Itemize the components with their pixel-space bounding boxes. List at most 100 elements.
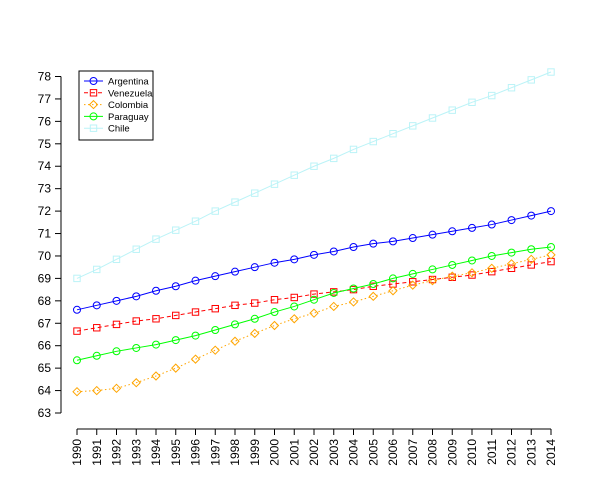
y-tick-label: 66: [38, 339, 52, 353]
data-point-colombia: [329, 301, 339, 312]
x-tick-label: 2002: [307, 439, 321, 466]
data-point-chile: [527, 76, 535, 84]
y-tick-label: 78: [38, 70, 52, 84]
x-tick-label: 2010: [465, 439, 479, 466]
series-paraguay: [73, 242, 555, 365]
data-point-paraguay: [507, 248, 516, 257]
x-tick-label: 2007: [406, 439, 420, 466]
legend-marker-argentina: [89, 77, 98, 85]
data-point-paraguay: [547, 242, 555, 251]
data-point-paraguay: [310, 295, 318, 304]
data-point-argentina: [250, 263, 259, 272]
data-point-paraguay: [152, 340, 160, 349]
legend-marker-venezuela: [89, 89, 98, 97]
y-tick-label: 74: [38, 159, 52, 173]
legend-label-argentina: Argentina: [108, 77, 149, 88]
data-point-paraguay: [171, 336, 180, 345]
data-point-argentina: [369, 239, 378, 248]
data-point-colombia: [546, 250, 556, 260]
data-point-chile: [172, 226, 180, 234]
data-point-chile: [468, 98, 476, 106]
data-point-colombia: [171, 363, 181, 373]
data-point-venezuela: [409, 278, 417, 286]
data-point-chile: [428, 114, 437, 122]
data-point-paraguay: [231, 320, 239, 329]
data-point-venezuela: [310, 290, 318, 298]
data-point-argentina: [310, 250, 318, 259]
data-point-argentina: [152, 286, 160, 295]
data-point-colombia: [309, 308, 319, 318]
y-axis: 63 64 65 66 67 68 69 70 71 72 73 74 75 76 77 78: [38, 70, 62, 420]
data-point-venezuela: [112, 320, 121, 329]
data-point-venezuela: [290, 293, 298, 302]
data-point-chile: [191, 217, 200, 225]
data-point-paraguay: [428, 265, 437, 274]
data-point-paraguay: [448, 260, 457, 269]
data-point-colombia: [131, 378, 141, 388]
data-point-paraguay: [468, 256, 476, 265]
legend-marker-chile: [89, 124, 98, 132]
data-point-paraguay: [527, 245, 536, 254]
x-tick-label: 1996: [189, 439, 203, 466]
data-point-colombia: [92, 385, 102, 396]
x-tick-label: 1994: [149, 439, 163, 466]
data-point-chile: [310, 162, 318, 170]
series-colombia: [72, 250, 556, 397]
x-tick-label: 2013: [524, 439, 538, 466]
y-tick-label: 76: [38, 114, 52, 128]
data-point-chile: [488, 91, 496, 100]
data-point-paraguay: [389, 274, 397, 283]
y-tick-label: 69: [38, 271, 52, 285]
data-point-colombia: [368, 291, 378, 302]
data-point-argentina: [191, 276, 200, 285]
y-tick-label: 71: [38, 227, 52, 241]
data-point-chile: [369, 137, 377, 146]
data-point-argentina: [507, 216, 516, 225]
data-point-colombia: [447, 271, 457, 281]
data-point-chile: [231, 198, 239, 206]
y-tick-label: 64: [38, 384, 52, 398]
x-tick-label: 1993: [129, 439, 143, 466]
x-tick-label: 2001: [287, 439, 301, 466]
x-tick-label: 2005: [366, 439, 380, 466]
data-point-colombia: [151, 371, 161, 381]
x-tick-label: 1991: [90, 439, 104, 466]
x-tick-label: 1999: [248, 439, 262, 466]
data-point-argentina: [132, 292, 141, 301]
y-tick-label: 77: [38, 92, 52, 106]
legend-label-chile: Chile: [108, 124, 130, 135]
data-point-chile: [389, 130, 397, 138]
data-point-chile: [132, 245, 140, 253]
data-point-argentina: [211, 272, 220, 281]
data-point-colombia: [111, 383, 122, 394]
x-tick-label: 1998: [228, 439, 242, 466]
data-point-venezuela: [270, 296, 279, 304]
data-point-argentina: [329, 247, 338, 256]
series-line-venezuela: [76, 261, 552, 332]
data-point-argentina: [468, 223, 476, 232]
x-tick-label: 2003: [327, 439, 341, 466]
x-tick-label: 1995: [169, 439, 183, 466]
data-point-argentina: [231, 267, 239, 276]
data-point-venezuela: [251, 299, 259, 307]
data-point-paraguay: [329, 288, 338, 297]
data-point-colombia: [526, 254, 536, 265]
data-point-paraguay: [408, 269, 417, 278]
data-point-argentina: [290, 255, 299, 264]
data-point-chile: [409, 122, 417, 130]
data-point-argentina: [112, 296, 121, 305]
data-point-chile: [152, 235, 160, 243]
series-line-colombia: [76, 254, 552, 393]
data-point-colombia: [250, 328, 260, 339]
data-point-argentina: [389, 237, 397, 246]
series-chile: [73, 68, 555, 283]
y-tick-label: 63: [38, 406, 52, 420]
series-line-argentina: [76, 210, 552, 311]
data-point-venezuela: [231, 301, 239, 310]
data-point-paraguay: [250, 314, 259, 323]
data-point-venezuela: [132, 317, 140, 325]
data-point-paraguay: [349, 284, 358, 293]
data-point-argentina: [487, 220, 496, 229]
legend-label-colombia: Colombia: [108, 100, 149, 111]
